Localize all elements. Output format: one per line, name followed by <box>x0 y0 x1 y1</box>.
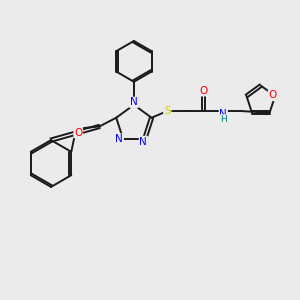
Text: H: H <box>220 115 227 124</box>
Text: N: N <box>140 136 147 146</box>
Text: O: O <box>268 90 277 100</box>
Text: O: O <box>74 128 82 137</box>
Text: N: N <box>219 109 227 119</box>
Text: O: O <box>199 86 207 96</box>
Text: N: N <box>116 134 123 144</box>
Text: S: S <box>164 106 170 116</box>
Text: N: N <box>130 98 138 107</box>
